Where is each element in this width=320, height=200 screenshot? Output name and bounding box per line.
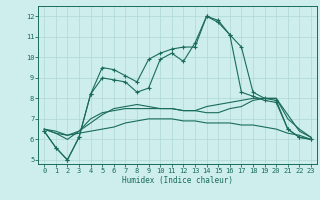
X-axis label: Humidex (Indice chaleur): Humidex (Indice chaleur) xyxy=(122,176,233,185)
